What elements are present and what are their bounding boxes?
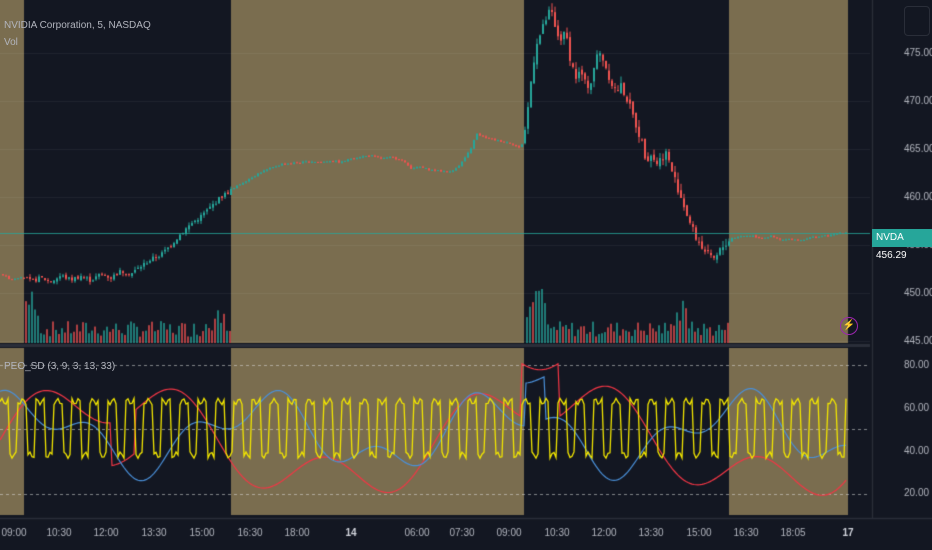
lightning-icon[interactable]: ⚡ — [840, 317, 858, 335]
volume-legend[interactable]: Vol — [4, 37, 18, 48]
price-tag-value: 456.29 — [876, 250, 907, 261]
chart-settings-button[interactable] — [904, 6, 930, 36]
current-price-tag: NVDA 456.29 — [872, 229, 932, 261]
indicator-legend[interactable]: PEO_SD (3, 9, 3, 13, 33) — [4, 361, 115, 373]
indicator-params: (3, 9, 3, 13, 33) — [47, 361, 116, 372]
price-tag-symbol: NVDA — [876, 232, 904, 243]
symbol-title[interactable]: NVIDIA Corporation, 5, NASDAQ — [4, 20, 151, 31]
indicator-name: PEO_SD — [4, 361, 45, 372]
